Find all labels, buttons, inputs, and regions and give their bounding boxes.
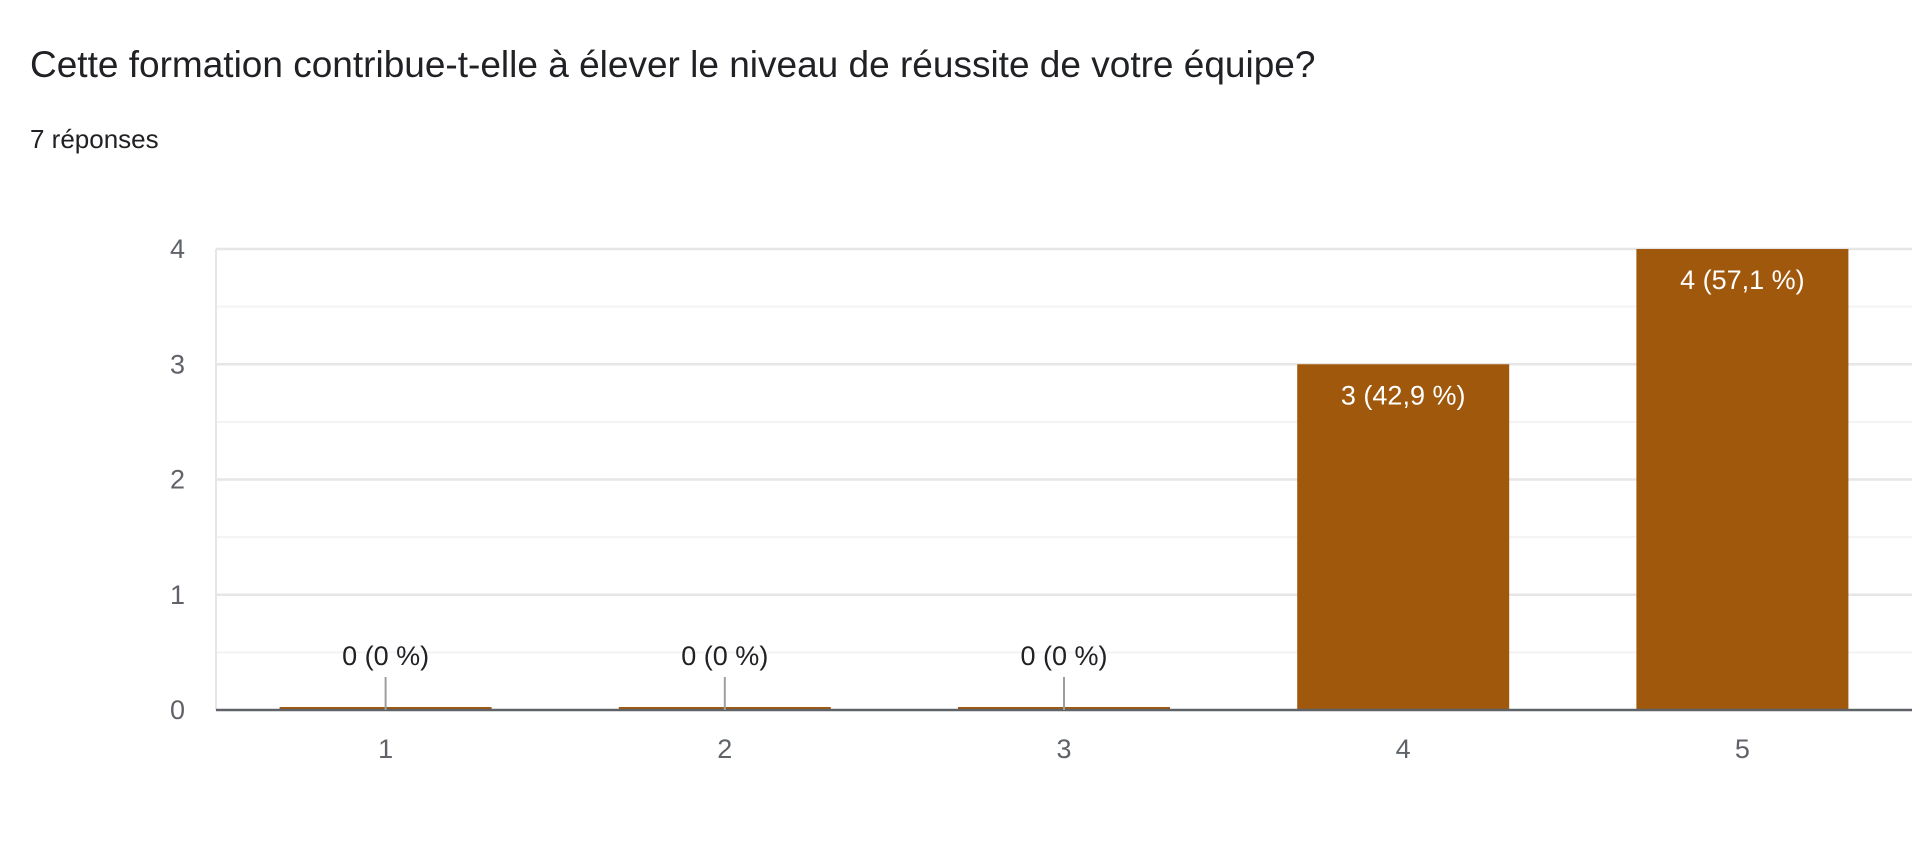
x-tick-label: 2	[717, 734, 732, 764]
bar	[1636, 249, 1849, 710]
chart-bars	[279, 249, 1849, 710]
y-tick-label: 1	[170, 580, 185, 610]
bar-value-label: 4 (57,1 %)	[1680, 265, 1805, 295]
x-tick-label: 3	[1056, 734, 1071, 764]
y-tick-label: 4	[170, 234, 185, 264]
x-tick-label: 5	[1735, 734, 1750, 764]
bar	[1297, 364, 1510, 710]
bar-value-label: 3 (42,9 %)	[1341, 380, 1466, 410]
bar-value-label: 0 (0 %)	[342, 641, 429, 671]
y-tick-label: 2	[170, 465, 185, 495]
bar-value-label: 0 (0 %)	[1020, 641, 1107, 671]
question-title: Cette formation contribue-t-elle à éleve…	[30, 44, 1316, 85]
bar-value-label: 0 (0 %)	[681, 641, 768, 671]
chart-labels: 0 1 2 3 4 0 (0 %) 1 0 (0 %) 2 0 (0 %) 3 3 (42,9 %) 4…	[170, 234, 1805, 764]
response-count: 7 réponses	[30, 124, 159, 154]
y-tick-label: 3	[170, 349, 185, 379]
chart-grid	[215, 247, 1912, 710]
x-tick-label: 4	[1396, 734, 1411, 764]
y-tick-label: 0	[170, 695, 185, 725]
x-tick-label: 1	[378, 734, 393, 764]
